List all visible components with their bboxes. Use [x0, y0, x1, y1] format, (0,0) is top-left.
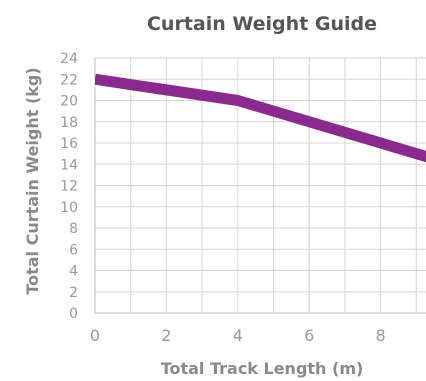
y-tick-label: 10	[60, 200, 78, 216]
x-tick-label: 8	[376, 326, 386, 345]
y-tick-label: 0	[69, 306, 78, 322]
chart-title: Curtain Weight Guide	[147, 13, 377, 35]
y-tick-label: 22	[60, 72, 78, 88]
y-tick-label: 8	[69, 221, 78, 237]
y-tick-label: 18	[60, 115, 78, 131]
y-tick-label: 14	[60, 157, 78, 173]
x-tick-label: 2	[161, 326, 171, 345]
series-layer	[95, 73, 426, 163]
x-tick-label: 4	[233, 326, 243, 345]
y-tick-label: 6	[69, 242, 78, 258]
y-axis-label: Total Curtain Weight (kg)	[23, 67, 42, 294]
y-tick-label: 24	[60, 51, 78, 67]
y-tick-label: 4	[69, 264, 78, 280]
x-tick-label: 6	[304, 326, 314, 345]
y-tick-label: 20	[60, 94, 78, 110]
series-line	[95, 73, 426, 163]
x-tick-label: 0	[90, 326, 100, 345]
y-tick-label: 2	[69, 285, 78, 301]
x-axis-label: Total Track Length (m)	[161, 359, 364, 378]
grid	[94, 57, 426, 314]
y-tick-label: 12	[60, 179, 78, 195]
y-tick-label: 16	[60, 136, 78, 152]
